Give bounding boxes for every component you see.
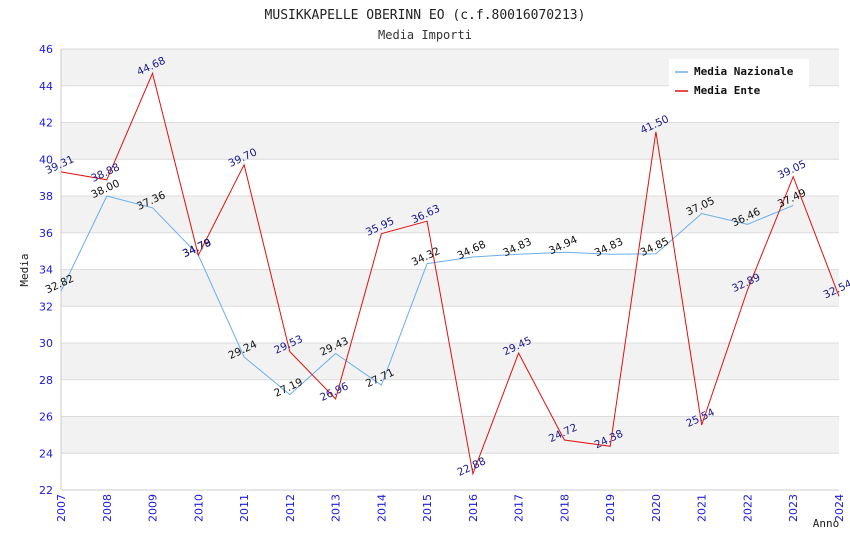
data-label: 34.78 xyxy=(181,237,213,261)
legend-box xyxy=(669,59,809,101)
y-axis-ticks: 22 24 26 28 30 32 34 36 38 40 42 44 46 xyxy=(39,43,53,497)
y-tick-label: 38 xyxy=(39,190,53,203)
x-tick-label: 2011 xyxy=(238,494,251,522)
x-tick-label: 2022 xyxy=(741,494,754,522)
data-label: 34.94 xyxy=(547,234,580,258)
x-tick-label: 2023 xyxy=(787,494,800,522)
y-tick-label: 26 xyxy=(39,411,53,424)
gridlines xyxy=(61,48,839,491)
data-label: 39.05 xyxy=(776,158,808,182)
data-label: 34.32 xyxy=(410,245,442,269)
grid-band xyxy=(61,122,839,160)
y-tick-label: 32 xyxy=(39,300,53,313)
axes xyxy=(60,49,839,491)
grid-band xyxy=(61,269,839,307)
x-tick-label: 2015 xyxy=(421,494,434,522)
data-label: 22.88 xyxy=(455,455,487,479)
x-tick-label: 2018 xyxy=(558,494,571,522)
x-tick-label: 2017 xyxy=(513,494,526,522)
x-tick-label: 2010 xyxy=(192,494,205,522)
x-tick-label: 2007 xyxy=(55,494,68,522)
data-label: 34.85 xyxy=(639,235,671,259)
data-label: 34.68 xyxy=(455,238,487,262)
x-tick-label: 2016 xyxy=(467,494,480,522)
x-tick-label: 2008 xyxy=(101,494,114,522)
x-tick-label: 2012 xyxy=(284,494,297,522)
chart-subtitle: Media Importi xyxy=(378,28,472,42)
legend: Media Nazionale Media Ente xyxy=(669,59,809,101)
y-axis-label: Media xyxy=(18,253,31,286)
y-tick-label: 30 xyxy=(39,337,53,350)
data-label: 34.83 xyxy=(501,236,533,260)
series-lines xyxy=(60,71,840,476)
series-line-nazionale xyxy=(60,195,794,396)
x-tick-label: 2009 xyxy=(147,494,160,522)
y-tick-label: 36 xyxy=(39,227,53,240)
legend-label-ente: Media Ente xyxy=(694,84,761,97)
x-tick-label: 2013 xyxy=(330,494,343,522)
x-tick-label: 2020 xyxy=(650,494,663,522)
data-label: 26.96 xyxy=(318,380,351,404)
y-tick-label: 34 xyxy=(39,264,53,277)
x-axis-ticks: 2007 2008 2009 2010 2011 2012 2013 2014 2015 2016… xyxy=(55,494,846,522)
grid-band xyxy=(61,196,839,233)
x-tick-label: 2021 xyxy=(696,494,709,522)
y-tick-label: 42 xyxy=(39,117,53,130)
y-tick-label: 46 xyxy=(39,43,53,56)
y-tick-label: 22 xyxy=(39,484,53,497)
y-tick-label: 24 xyxy=(39,447,53,460)
grid-bands xyxy=(61,49,839,454)
y-tick-label: 28 xyxy=(39,374,53,387)
legend-label-nazionale: Media Nazionale xyxy=(694,65,794,78)
x-tick-label: 2014 xyxy=(375,494,388,522)
y-tick-label: 44 xyxy=(39,80,53,93)
grid-band xyxy=(61,416,839,454)
x-tick-label: 2019 xyxy=(604,494,617,522)
y-tick-label: 40 xyxy=(39,153,53,166)
x-tick-label: 2024 xyxy=(833,494,846,522)
series-line-ente xyxy=(60,71,840,476)
chart-title: MUSIKKAPELLE OBERINN EO (c.f.80016070213… xyxy=(265,8,586,23)
x-axis-label: Anno xyxy=(813,517,840,530)
data-label: 34.83 xyxy=(593,236,625,260)
